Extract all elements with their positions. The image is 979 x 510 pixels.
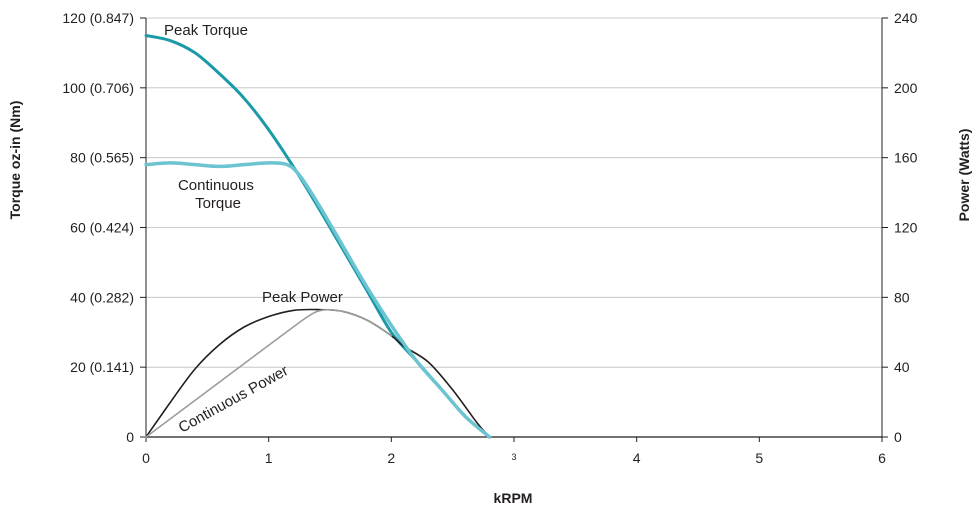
x-tick-label: 1 xyxy=(265,450,273,466)
axes xyxy=(140,17,888,442)
series-lines xyxy=(144,34,492,439)
left-y-tick-label: 40 (0.282) xyxy=(70,289,134,305)
left-y-tick-label: 0 xyxy=(126,429,134,445)
left-y-tick-label: 100 (0.706) xyxy=(62,80,134,96)
x-tick-label: 6 xyxy=(878,450,886,466)
x-tick-label: 3 xyxy=(511,452,516,462)
right-y-tick-label: 80 xyxy=(894,289,910,305)
right-y-tick-label: 240 xyxy=(894,10,918,26)
right-y-tick-labels: 0 40 80 120 160 200 240 xyxy=(894,10,918,445)
continuous-torque-annotation: Continuous Torque xyxy=(178,177,258,212)
x-tick-label: 5 xyxy=(755,450,763,466)
right-y-tick-label: 40 xyxy=(894,359,910,375)
left-y-tick-labels: 0 20 (0.141) 40 (0.282) 60 (0.424) 80 (0.565… xyxy=(62,10,134,445)
left-y-tick-label: 80 (0.565) xyxy=(70,150,134,166)
peak-torque-annotation: Peak Torque xyxy=(164,22,248,39)
x-tick-label: 0 xyxy=(142,450,150,466)
continuous-power-annotation: Continuous Power xyxy=(176,362,291,436)
left-y-tick-label: 60 (0.424) xyxy=(70,220,134,236)
right-y-tick-label: 160 xyxy=(894,150,918,166)
continuous-power-line xyxy=(145,308,393,438)
x-axis-label: kRPM xyxy=(494,490,533,506)
grid-lines xyxy=(146,17,882,368)
left-y-tick-label: 20 (0.141) xyxy=(70,359,134,375)
x-tick-label: 4 xyxy=(633,450,641,466)
left-y-axis-label: Torque oz-in (Nm) xyxy=(7,101,23,220)
continuous-torque-line xyxy=(144,161,492,439)
right-y-tick-label: 200 xyxy=(894,80,918,96)
right-y-tick-label: 0 xyxy=(894,429,902,445)
x-tick-labels: 0 1 2 3 4 5 6 xyxy=(142,450,886,466)
right-y-tick-label: 120 xyxy=(894,220,918,236)
x-tick-label: 2 xyxy=(387,450,395,466)
right-y-axis-label: Power (Watts) xyxy=(956,129,972,222)
left-y-tick-label: 120 (0.847) xyxy=(62,10,134,26)
peak-power-annotation: Peak Power xyxy=(262,289,343,306)
peak-torque-line xyxy=(144,34,491,439)
